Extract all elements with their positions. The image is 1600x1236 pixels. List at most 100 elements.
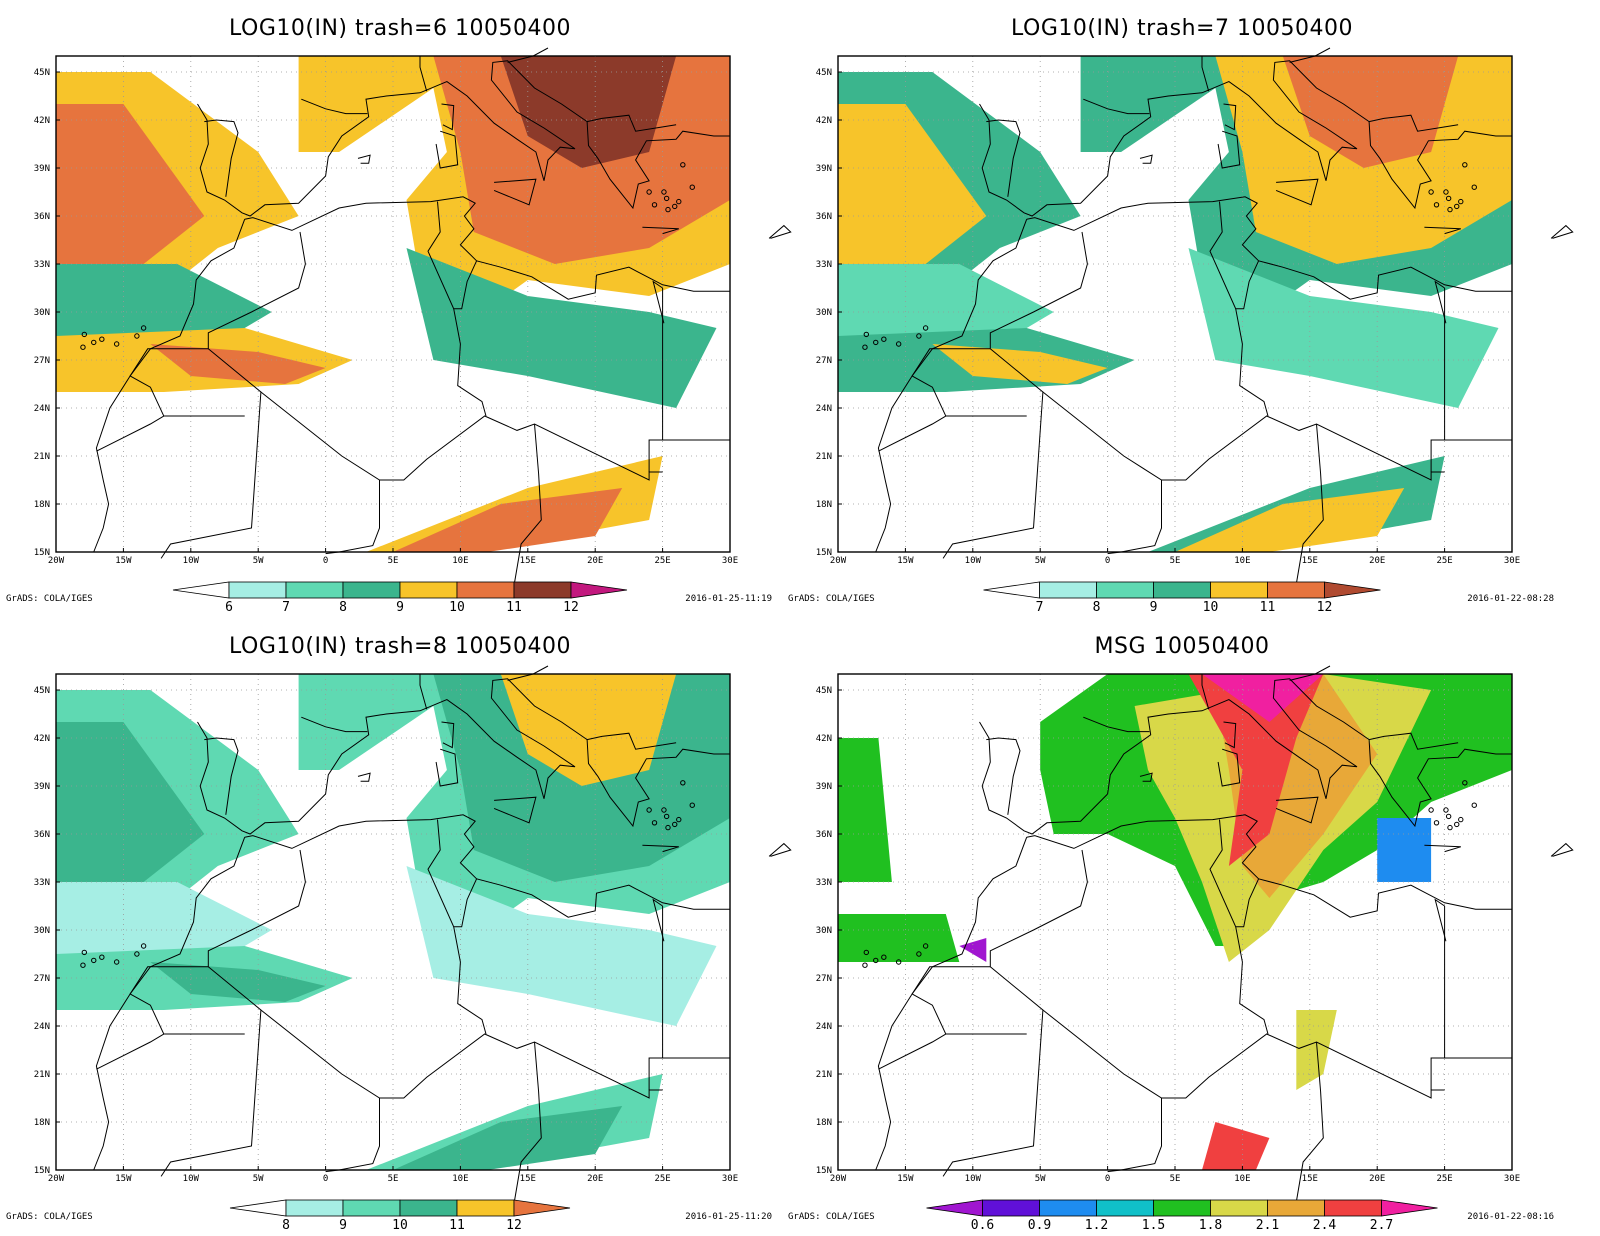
map-panel-trash7: LOG10(IN) trash=7 10050400 20W 15W 10W 5W 0 5… [782,0,1582,618]
country-border [207,849,306,967]
colorbar-label: 0.9 [1028,1218,1051,1233]
x-tick-label: 20W [830,1174,847,1184]
country-border [1235,260,1260,310]
country-border [301,98,368,115]
island [1471,802,1477,808]
colorbar-segment [926,1199,983,1217]
x-tick-label: 20W [830,556,847,566]
island [1458,816,1464,823]
timestamp: 2016-01-22-08:28 [1467,594,1554,604]
island [113,959,120,965]
coastline [493,796,537,824]
field-shading [56,56,730,552]
colorbar-label: 9 [1150,600,1158,615]
colorbar-segment [982,1199,1040,1217]
island [916,333,922,339]
y-tick-label: 27N [34,356,50,366]
colorbar-segment [513,581,572,599]
island [91,339,97,346]
island [646,189,652,195]
y-tick-label: 27N [34,974,50,984]
coastline [441,721,455,749]
map-plot: 20W 15W 10W 5W 0 5E 10E 15E 20E 25E 30E 15N 18N 21N 24… [816,47,1574,615]
x-tick-label: 5E [1170,556,1181,566]
y-tick-label: 42N [816,116,832,126]
colorbar-segment [1153,581,1211,599]
y-tick-label: 42N [816,734,832,744]
coastline [1275,178,1319,206]
colorbar-segment [172,581,230,599]
island [895,959,902,965]
coastline [244,196,730,300]
island [680,780,686,786]
field-region [838,104,987,296]
country-border [419,674,428,710]
island [1433,202,1440,208]
y-tick-label: 42N [34,734,50,744]
country-border [652,898,665,942]
y-tick-label: 27N [816,974,832,984]
coastline [435,748,459,787]
island [895,341,902,347]
map-plot: 20W 15W 10W 5W 0 5E 10E 15E 20E 25E 30E 15N 18N 21N 24… [34,665,792,1233]
coastlines-borders [862,665,1574,1203]
x-tick-label: 30E [1504,556,1520,566]
colorbar: 6 7 8 9 10 11 12 [172,581,628,615]
island [81,331,88,338]
x-tick-label: 5W [1035,1174,1046,1184]
coastline [875,219,1028,553]
field-region [838,264,1054,344]
field-region [1188,248,1499,408]
country-border [1209,201,1269,417]
coastline [493,178,537,206]
country-border [878,348,991,452]
coastlines-borders [80,665,792,1203]
country-border [1083,716,1150,733]
x-tick-label: 10W [183,1174,200,1184]
island [916,951,922,957]
colorbar-label: 2.7 [1370,1218,1393,1233]
coastline [244,814,730,918]
x-tick-label: 15W [897,1174,914,1184]
colorbar-label: 11 [506,600,522,615]
x-tick-label: 10W [965,556,982,566]
field-region [1296,1010,1337,1090]
island [873,339,879,346]
island [881,954,887,960]
country-border [1434,898,1447,942]
grads-credit: GrADS: COLA/IGES [788,594,875,604]
island [1447,206,1453,213]
field-region [932,344,1108,384]
coastline [435,130,459,169]
island [1447,824,1453,831]
island [140,325,147,331]
colorbar-segment [1210,1199,1268,1217]
island [99,954,105,960]
colorbar-segment [1267,581,1325,599]
field-shading [56,674,730,1170]
colorbar-label: 7 [282,600,290,615]
colorbar-segment [456,1199,515,1217]
y-tick-label: 39N [816,782,832,792]
y-tick-label: 33N [34,878,50,888]
coastline [357,772,371,782]
colorbar-label: 11 [449,1218,465,1233]
y-tick-label: 24N [34,404,50,414]
x-tick-label: 0 [1105,1174,1110,1184]
map-plot: 20W 15W 10W 5W 0 5E 10E 15E 20E 25E 30E 15N 18N 21N 24… [34,47,792,615]
x-tick-label: 0 [1105,556,1110,566]
country-border [453,878,478,928]
colorbar-segment [456,581,515,599]
island [922,325,929,331]
field-region [1202,674,1324,722]
country-border [1209,819,1269,1035]
colorbar-label: 9 [396,600,404,615]
coastline [1275,796,1319,824]
island [91,957,97,964]
island [665,824,671,831]
island [676,198,682,205]
country-border [419,56,428,92]
island [140,943,147,949]
colorbar-label: 11 [1260,600,1276,615]
y-tick-label: 21N [816,1070,832,1080]
